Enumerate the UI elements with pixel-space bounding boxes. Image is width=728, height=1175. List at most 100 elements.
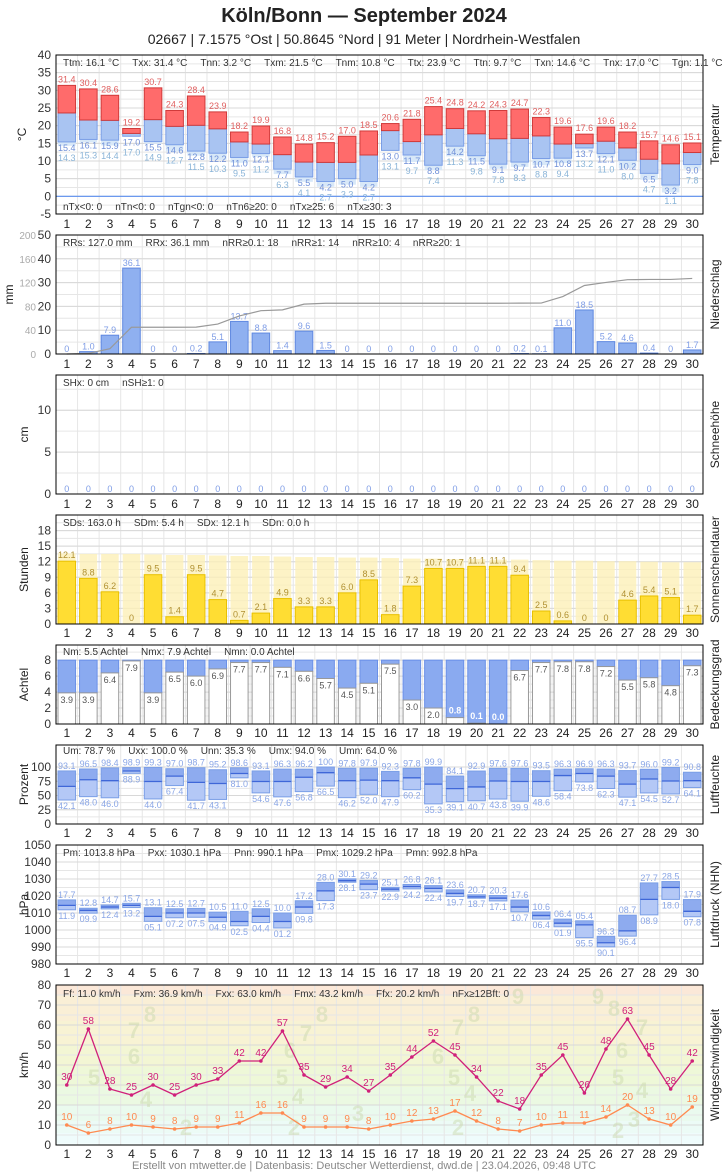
x-tick-label: 27 xyxy=(621,826,635,840)
upper-range-bar xyxy=(79,768,98,780)
y-tick-label: 10 xyxy=(38,403,52,417)
sun-bar xyxy=(661,597,680,625)
x-tick-label: 22 xyxy=(513,357,527,371)
upper-range-bar xyxy=(467,894,486,897)
y-tick-label: 0 xyxy=(44,717,51,731)
y-tick-label: 6 xyxy=(44,586,51,600)
tground-bar xyxy=(683,164,701,169)
tmin-label: 5.5 xyxy=(298,178,311,188)
lower-range-bar xyxy=(187,913,205,918)
x-tick-label: 27 xyxy=(621,966,635,980)
x-tick-label: 6 xyxy=(171,626,178,640)
tmin-label: 15.5 xyxy=(144,143,162,153)
mean-label: 13 xyxy=(644,1106,656,1117)
value-label: 0 xyxy=(345,484,350,494)
summary-stat: Umn: 64.0 % xyxy=(339,746,397,757)
summary-stat: nSH≥1: 0 xyxy=(122,378,164,389)
x-tick-label: 20 xyxy=(470,357,484,371)
lower-range-bar xyxy=(316,772,335,787)
upper-range-bar xyxy=(446,776,464,789)
x-tick-label: 22 xyxy=(513,826,527,840)
min-label: 39.9 xyxy=(511,802,529,812)
x-tick-label: 18 xyxy=(427,497,441,511)
summary-stat: RRx: 36.1 mm xyxy=(145,238,210,249)
value-label: 5.1 xyxy=(362,685,375,695)
value-label: 7.7 xyxy=(535,665,548,675)
upper-range-bar xyxy=(554,919,572,924)
x-tick-label: 13 xyxy=(319,966,333,980)
gust-label: 27 xyxy=(363,1078,375,1089)
y-tick-label: 3 xyxy=(44,601,51,615)
mean-point xyxy=(215,1125,220,1129)
mean-point xyxy=(366,1127,371,1131)
beaufort-number: 4 xyxy=(292,1084,305,1109)
tmax-bar xyxy=(230,131,249,143)
x-tick-label: 28 xyxy=(642,726,656,740)
min-label: 07.5 xyxy=(187,918,205,928)
y-tick-label: 1040 xyxy=(24,855,51,869)
tground-bar xyxy=(359,181,378,187)
x-tick-label: 30 xyxy=(686,966,700,980)
upper-range-bar xyxy=(618,915,637,931)
y-tick-label: 18 xyxy=(38,524,52,538)
y-tick-label: 25 xyxy=(38,803,52,817)
x-tick-label: 17 xyxy=(405,626,419,640)
value-label: 1.8 xyxy=(384,604,397,614)
tmean-bar xyxy=(510,137,529,163)
y-axis-label: km/h xyxy=(17,1052,31,1078)
y-tick-label: 80 xyxy=(38,978,52,992)
panel-frame xyxy=(55,514,704,625)
min-label: 08.9 xyxy=(640,916,658,926)
tmax-bar xyxy=(682,142,702,154)
x-tick-label: 14 xyxy=(340,217,354,231)
x-tick-label: 9 xyxy=(236,966,243,980)
y-tick-label: 20 xyxy=(38,119,52,133)
value-label: 0 xyxy=(517,484,522,494)
tmax-bar xyxy=(596,126,616,142)
upper-range-bar xyxy=(58,899,76,906)
mean-point xyxy=(561,1121,565,1125)
lower-range-bar xyxy=(683,911,701,917)
max-label: 26.1 xyxy=(425,876,443,886)
tground-bar xyxy=(187,151,205,156)
max-label: 17.6 xyxy=(511,890,529,900)
cloud-bar xyxy=(359,659,378,684)
x-tick-label: 23 xyxy=(535,1147,549,1161)
x-tick-label: 25 xyxy=(578,726,592,740)
x-tick-label: 10 xyxy=(254,826,268,840)
x-tick-label: 27 xyxy=(621,357,635,371)
value-label: 0 xyxy=(64,484,69,494)
value-label: 0 xyxy=(474,484,479,494)
x-tick-label: 5 xyxy=(150,497,157,511)
x-tick-label: 20 xyxy=(470,497,484,511)
range-outline xyxy=(596,768,616,789)
tmax-label: 18.2 xyxy=(231,121,249,131)
summary-stat: Ttx: 23.9 °C xyxy=(407,58,461,69)
cloud-bar xyxy=(596,659,616,668)
gust-label: 42 xyxy=(255,1048,267,1059)
precipitation-summary: RRs: 127.0 mm RRx: 36.1 mm nRR≥0.1: 18 nRR≥… xyxy=(63,238,461,249)
range-outline xyxy=(57,770,77,801)
tmean-bar xyxy=(143,119,163,143)
tmean-bar xyxy=(337,161,357,180)
gust-point xyxy=(647,1053,651,1057)
min-label: 54.6 xyxy=(252,794,270,804)
max-label: 12.5 xyxy=(166,899,184,909)
value-label: 7.7 xyxy=(255,665,268,675)
x-tick-label: 23 xyxy=(535,357,549,371)
summary-stat: SHx: 0 cm xyxy=(63,378,110,389)
x-tick-label: 13 xyxy=(319,826,333,840)
beaufort-number: 5 xyxy=(448,1065,460,1090)
min-label: 44.0 xyxy=(144,800,162,810)
summary-stat: nTn<0: 0 xyxy=(115,202,155,213)
x-tick-label: 8 xyxy=(214,497,221,511)
tmin-label: 4.2 xyxy=(362,182,375,192)
tmean-bar xyxy=(467,133,486,157)
summary-stat: Tnx: 17.0 °C xyxy=(603,58,659,69)
upper-range-bar xyxy=(79,908,98,911)
y-tick-label: 30 xyxy=(38,83,52,97)
tground-bar xyxy=(316,181,335,187)
x-tick-label: 27 xyxy=(621,1147,635,1161)
value-label: 11.1 xyxy=(490,555,507,565)
x-tick-label: 14 xyxy=(340,966,354,980)
